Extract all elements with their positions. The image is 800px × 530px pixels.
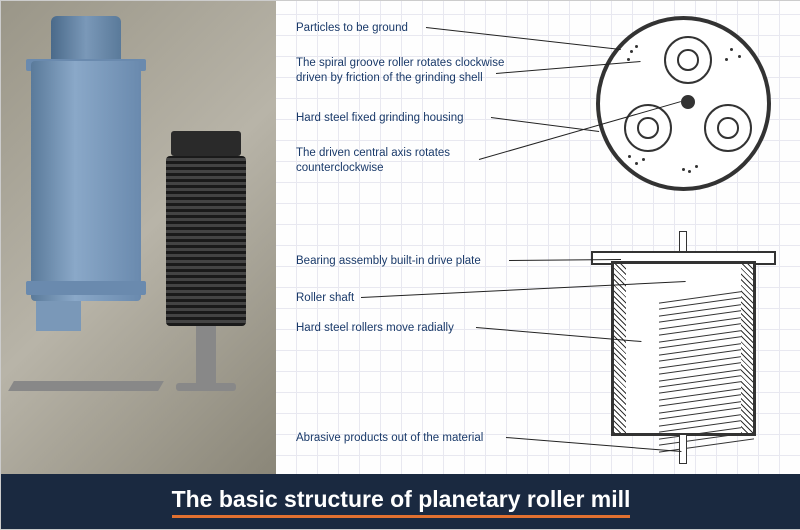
mill-housing	[31, 61, 141, 301]
particle-8	[642, 158, 645, 161]
title-bar: The basic structure of planetary roller …	[1, 474, 800, 529]
roller-top-cap	[171, 131, 241, 156]
coil-turn	[659, 393, 754, 407]
grinding-housing	[611, 261, 756, 436]
roller-grooved-body	[166, 156, 246, 326]
roller-assembly	[161, 151, 251, 351]
diagram-label-3: The driven central axis rotates counterc…	[296, 146, 521, 176]
particle-5	[725, 58, 728, 61]
coil-turn	[659, 335, 754, 349]
roller-stand	[196, 326, 216, 386]
photo-panel	[1, 1, 276, 476]
roller-coil	[659, 296, 754, 451]
particle-1	[635, 45, 638, 48]
diagram-label-5: Roller shaft	[296, 291, 354, 306]
shaft-bottom	[679, 434, 687, 464]
figure-container: Particles to be ground The spiral groove …	[0, 0, 800, 530]
coil-turn	[659, 322, 754, 336]
coil-turn	[659, 360, 754, 374]
side-view	[591, 241, 776, 456]
particle-0	[630, 50, 633, 53]
coil-turn	[659, 406, 754, 420]
diagram-label-2: Hard steel fixed grinding housing	[296, 111, 464, 126]
particle-11	[682, 168, 685, 171]
particle-3	[730, 48, 733, 51]
figure-title: The basic structure of planetary roller …	[172, 486, 631, 518]
particle-6	[628, 155, 631, 158]
coil-turn	[659, 347, 754, 361]
roller-top-inner-2	[717, 117, 739, 139]
roller-foot	[176, 383, 236, 391]
mill-base-plate	[8, 381, 164, 391]
mill-outlet-chute	[36, 301, 81, 331]
shaft-top	[679, 231, 687, 253]
particle-9	[688, 170, 691, 173]
mill-lower-flange	[26, 281, 146, 295]
diagram-label-4: Bearing assembly built-in drive plate	[296, 254, 481, 269]
diagram-label-0: Particles to be ground	[296, 21, 408, 36]
top-view-housing	[596, 16, 771, 191]
particle-4	[738, 55, 741, 58]
diagram-label-1: The spiral groove roller rotates clockwi…	[296, 56, 521, 86]
roller-top-inner-1	[637, 117, 659, 139]
roller-top-inner-0	[677, 49, 699, 71]
coil-turn	[659, 418, 754, 432]
central-axis-top	[681, 95, 695, 109]
diagram-label-7: Abrasive products out of the material	[296, 431, 483, 446]
diagram-label-6: Hard steel rollers move radially	[296, 321, 454, 336]
particle-10	[695, 165, 698, 168]
coil-turn	[659, 431, 754, 445]
particle-7	[635, 162, 638, 165]
particle-2	[627, 58, 630, 61]
